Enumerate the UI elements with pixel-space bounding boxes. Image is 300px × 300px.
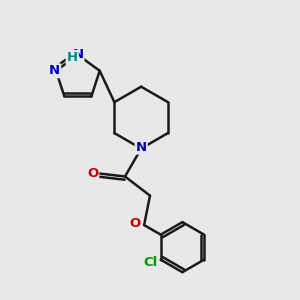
Text: N: N [72,48,83,62]
Text: N: N [136,141,147,154]
Text: Cl: Cl [143,256,158,269]
Text: O: O [130,217,141,230]
Text: H: H [67,51,78,64]
Text: N: N [49,64,60,77]
Text: O: O [87,167,98,180]
